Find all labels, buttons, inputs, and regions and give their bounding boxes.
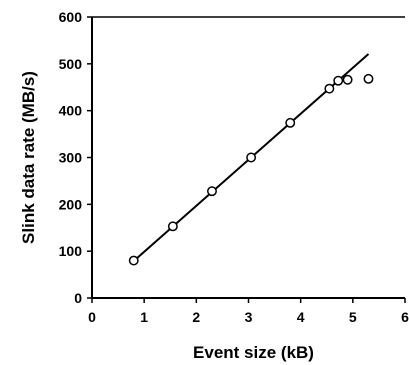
- x-tick-label: 5: [349, 309, 357, 325]
- x-tick-label: 4: [297, 309, 305, 325]
- data-points: [128, 73, 374, 266]
- data-point: [207, 186, 217, 197]
- y-tick-label: 300: [59, 150, 83, 166]
- y-tick-label: 0: [74, 290, 82, 306]
- y-tick-label: 100: [59, 243, 83, 259]
- y-axis-label: Slink data rate (MB/s): [19, 71, 38, 244]
- y-tick-label: 200: [59, 196, 83, 212]
- x-tick-label: 1: [140, 309, 148, 325]
- x-tick-label: 0: [88, 309, 96, 325]
- data-point: [285, 117, 296, 128]
- x-tick-label: 2: [192, 309, 200, 325]
- data-point: [246, 152, 257, 163]
- y-tick-label: 400: [59, 103, 83, 119]
- data-point: [167, 221, 178, 232]
- x-tick-label: 3: [245, 309, 253, 325]
- data-point: [333, 75, 344, 86]
- x-tick-label: 6: [401, 309, 409, 325]
- data-point: [324, 83, 335, 94]
- data-point: [363, 73, 374, 84]
- y-axis-ticks: 0 100 200 300 400 500 600: [59, 9, 92, 306]
- x-axis-ticks: 0 1 2 3 4 5 6: [88, 298, 409, 325]
- y-tick-label: 600: [59, 9, 83, 25]
- data-point: [342, 74, 353, 85]
- y-tick-label: 500: [59, 56, 83, 72]
- data-point: [128, 255, 139, 266]
- x-axis-label: Event size (kB): [193, 343, 314, 362]
